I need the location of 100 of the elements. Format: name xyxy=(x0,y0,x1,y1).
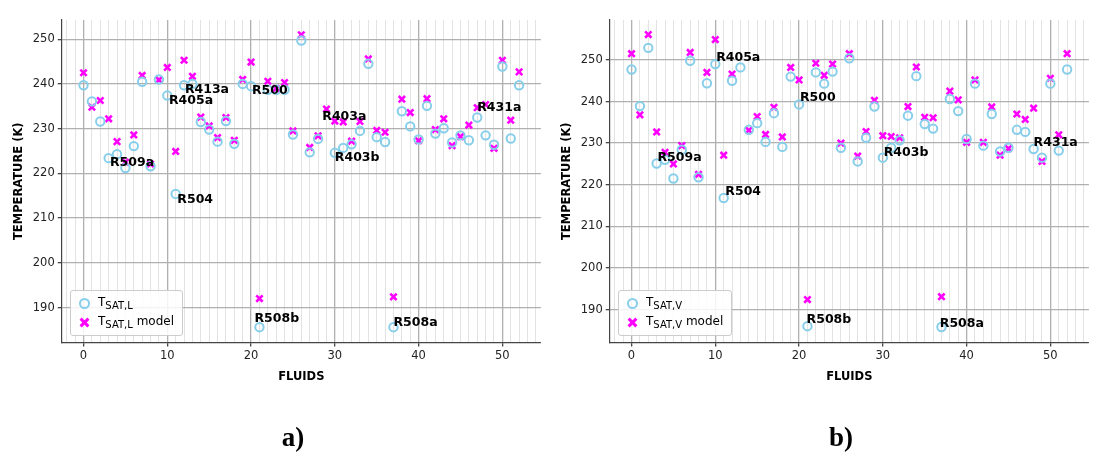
point xyxy=(304,147,315,158)
point xyxy=(405,108,415,118)
legend-label: T$_{SAT,V}$ model xyxy=(646,314,724,331)
point xyxy=(828,59,838,69)
y-axis-title: TEMPERATURE (K) xyxy=(10,122,25,241)
point xyxy=(911,62,921,72)
point xyxy=(860,132,872,143)
point xyxy=(852,156,863,167)
point xyxy=(1012,109,1022,119)
legend-label: T$_{SAT,V}$ xyxy=(646,295,683,312)
x-tick-label: 0 xyxy=(79,348,88,363)
point xyxy=(195,116,206,128)
y-axis-title: TEMPERATURE (K) xyxy=(558,122,573,241)
point xyxy=(472,112,483,123)
point xyxy=(953,95,963,105)
point xyxy=(104,114,114,124)
point xyxy=(652,127,662,137)
point xyxy=(464,120,474,130)
y-tick-label: 190 xyxy=(580,301,603,316)
point xyxy=(405,121,416,132)
point xyxy=(203,124,215,135)
x-tick-label: 40 xyxy=(411,348,426,363)
point xyxy=(920,112,930,122)
point xyxy=(684,55,696,66)
x-tick-label: 10 xyxy=(707,348,723,363)
annotation: R405a xyxy=(716,49,761,65)
point xyxy=(961,133,972,145)
point xyxy=(1053,145,1064,156)
point xyxy=(928,113,938,123)
point xyxy=(777,132,787,142)
y-tick-label: 200 xyxy=(32,254,55,269)
point xyxy=(936,292,946,302)
point xyxy=(668,173,679,184)
point xyxy=(129,130,139,140)
annotation: R504 xyxy=(177,190,214,206)
point xyxy=(514,67,524,77)
point xyxy=(927,123,939,134)
point xyxy=(187,71,197,81)
y-tick-label: 200 xyxy=(580,259,603,274)
point xyxy=(480,130,491,141)
point xyxy=(710,35,720,45)
point xyxy=(793,99,805,110)
point xyxy=(363,58,374,70)
x-tick-label: 10 xyxy=(159,348,175,363)
point xyxy=(128,140,139,152)
point xyxy=(229,138,240,150)
point xyxy=(777,141,788,153)
point xyxy=(869,101,880,112)
y-tick-label: 250 xyxy=(32,31,55,46)
point xyxy=(1029,103,1039,113)
point xyxy=(945,86,955,96)
point xyxy=(513,80,525,91)
point xyxy=(1020,114,1030,124)
point xyxy=(312,133,324,145)
y-tick-label: 250 xyxy=(580,51,603,66)
point xyxy=(430,128,441,139)
point xyxy=(953,105,964,117)
point xyxy=(421,100,433,112)
x-tick-label: 50 xyxy=(495,348,510,363)
point xyxy=(802,295,812,305)
point xyxy=(819,78,830,89)
point xyxy=(827,66,838,77)
y-tick-label: 210 xyxy=(580,218,603,233)
point xyxy=(497,61,508,72)
point xyxy=(220,115,232,127)
point xyxy=(693,172,704,183)
x-tick-label: 40 xyxy=(959,348,974,363)
point xyxy=(506,115,516,125)
point xyxy=(760,136,771,148)
point xyxy=(819,70,829,80)
point xyxy=(354,125,366,137)
point xyxy=(79,68,89,78)
point xyxy=(86,96,98,107)
point xyxy=(1011,124,1023,136)
point xyxy=(626,64,637,75)
point xyxy=(171,146,181,156)
point xyxy=(735,62,746,73)
y-tick-label: 230 xyxy=(580,135,603,150)
point xyxy=(785,71,796,82)
y-tick-label: 220 xyxy=(32,165,55,180)
point xyxy=(986,108,997,120)
point xyxy=(811,58,821,68)
x-axis-title: FLUIDS xyxy=(826,369,873,384)
point xyxy=(1045,78,1056,89)
annotation: R508b xyxy=(254,310,300,326)
y-tick-label: 220 xyxy=(580,176,603,191)
point xyxy=(919,118,930,130)
point xyxy=(643,42,654,54)
point xyxy=(179,55,189,65)
point xyxy=(878,131,888,141)
point xyxy=(346,139,357,150)
point xyxy=(136,76,148,87)
annotation: R403b xyxy=(883,143,929,159)
legend-label: T$_{SAT,L}$ model xyxy=(98,314,174,331)
point xyxy=(78,80,89,91)
point xyxy=(768,107,780,119)
point xyxy=(810,67,822,78)
point xyxy=(903,102,913,112)
point xyxy=(886,132,896,141)
point xyxy=(635,110,645,120)
